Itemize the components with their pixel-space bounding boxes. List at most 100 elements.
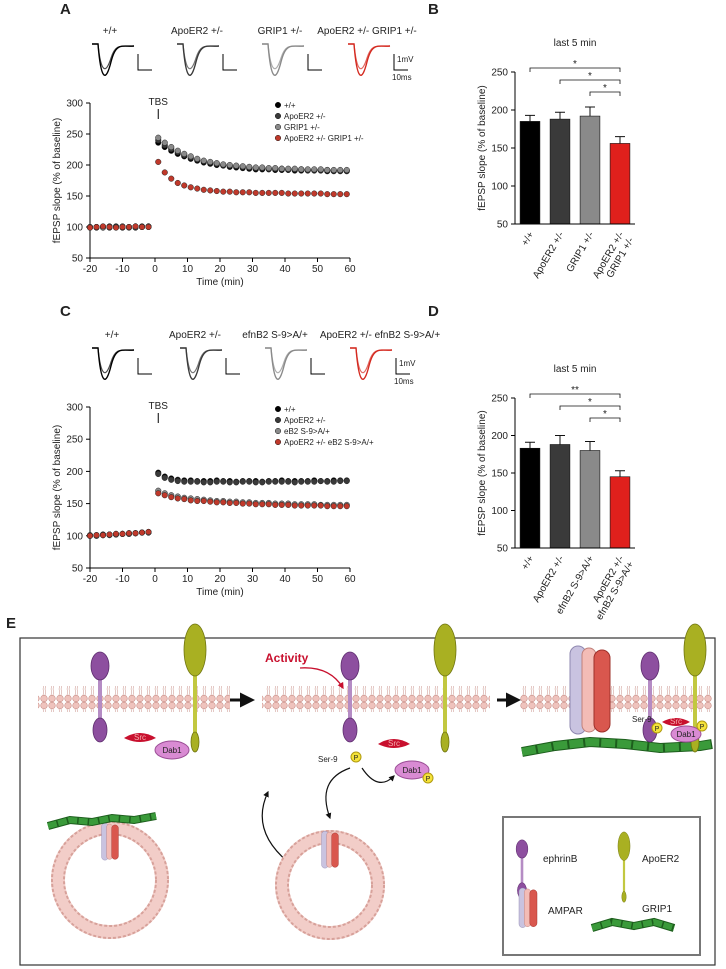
scale-bar (310, 358, 325, 375)
scale-bar (137, 54, 152, 71)
data-point (285, 478, 292, 485)
data-point (200, 157, 207, 164)
data-point (125, 223, 133, 231)
error-bar (555, 435, 565, 445)
data-point (168, 476, 175, 483)
bar (519, 447, 541, 549)
data-point (168, 143, 175, 151)
x-tick-label: -10 (115, 574, 130, 585)
error-bar (525, 114, 535, 122)
trace (265, 347, 308, 380)
data-point (194, 155, 201, 162)
data-point (265, 189, 272, 196)
data-point (207, 498, 214, 505)
data-point (86, 532, 94, 539)
ampar (321, 830, 339, 869)
data-point (311, 478, 318, 485)
x-tick-label: ApoER2 +/-GRIP1 +/- (591, 230, 636, 286)
bar (579, 115, 601, 225)
data-point (213, 187, 220, 195)
data-point (330, 503, 337, 510)
y-tick-label: 300 (66, 99, 83, 110)
x-tick-label: 20 (214, 264, 226, 275)
data-point (343, 478, 350, 485)
data-point (259, 164, 266, 171)
bar (579, 450, 601, 549)
legend-marker (274, 112, 282, 120)
x-tick-label: -20 (83, 574, 98, 585)
data-point (213, 499, 220, 506)
data-point (317, 166, 324, 173)
src-label: Src (670, 717, 682, 726)
chart-title: last 5 min (554, 364, 597, 375)
scale-bar (395, 358, 410, 375)
data-point (343, 503, 350, 510)
dab1-label: Dab1 (402, 766, 422, 775)
ser9-label: Ser-9 (632, 715, 652, 724)
bar (609, 143, 631, 225)
y-tick-label: 100 (491, 182, 508, 193)
x-tick-label: 60 (344, 574, 356, 585)
legend-marker (274, 134, 282, 142)
panel-label: C (60, 303, 71, 320)
data-point (99, 532, 107, 539)
data-point (239, 189, 246, 196)
data-point (278, 189, 285, 196)
data-point (174, 179, 181, 187)
trace-label: ApoER2 +/- GRIP1 +/- (317, 26, 417, 37)
legend-label: ApoER2 +/- GRIP1 +/- (284, 134, 364, 143)
y-tick-label: 50 (72, 564, 84, 575)
trace (180, 347, 223, 380)
data-point (119, 530, 126, 537)
data-point (330, 191, 337, 198)
bar (519, 121, 541, 225)
x-tick-label: 10 (182, 574, 194, 585)
src (124, 733, 156, 742)
trace (92, 347, 135, 380)
y-axis-label: fEPSP slope (% of baseline) (477, 410, 488, 535)
x-tick-label: ApoER2 +/- (531, 230, 567, 281)
x-tick-label: GRIP1 +/- (565, 230, 597, 274)
data-point (220, 161, 227, 168)
dab1-label: Dab1 (676, 730, 696, 739)
phospho-label: P (354, 755, 359, 762)
panel-label: A (60, 1, 71, 18)
significance-label: * (588, 397, 592, 408)
data-point (174, 495, 181, 502)
legend-box (502, 816, 701, 956)
data-point (200, 479, 207, 486)
significance-label: * (588, 71, 592, 82)
data-point (207, 187, 214, 194)
scale-bar (393, 54, 408, 71)
x-tick-label: 0 (152, 574, 158, 585)
data-point (181, 150, 188, 157)
data-point (311, 190, 318, 197)
panel-label: E (6, 615, 16, 632)
data-point (181, 478, 188, 485)
data-point (272, 189, 279, 196)
src (378, 739, 410, 748)
data-point (343, 166, 350, 174)
data-point (272, 478, 279, 485)
data-point (252, 501, 259, 508)
error-bar (585, 106, 595, 117)
x-tick-label: 0 (152, 264, 158, 275)
legend-label: ApoER2 (642, 854, 680, 865)
data-point (155, 158, 162, 165)
data-point (174, 478, 181, 485)
data-point (93, 532, 100, 539)
y-tick-label: 150 (491, 144, 508, 155)
x-tick-label: 30 (247, 574, 259, 585)
legend-marker (274, 427, 282, 435)
bar (609, 476, 631, 549)
data-point (285, 190, 292, 197)
trace (350, 347, 393, 380)
y-tick-label: 250 (66, 435, 83, 446)
y-tick-label: 200 (491, 106, 508, 117)
data-point (187, 478, 194, 485)
data-point (285, 501, 292, 508)
grip1 (47, 813, 157, 829)
y-tick-label: 50 (497, 220, 509, 231)
data-point (298, 502, 305, 509)
legend-label: ApoER2 +/- (284, 112, 326, 121)
